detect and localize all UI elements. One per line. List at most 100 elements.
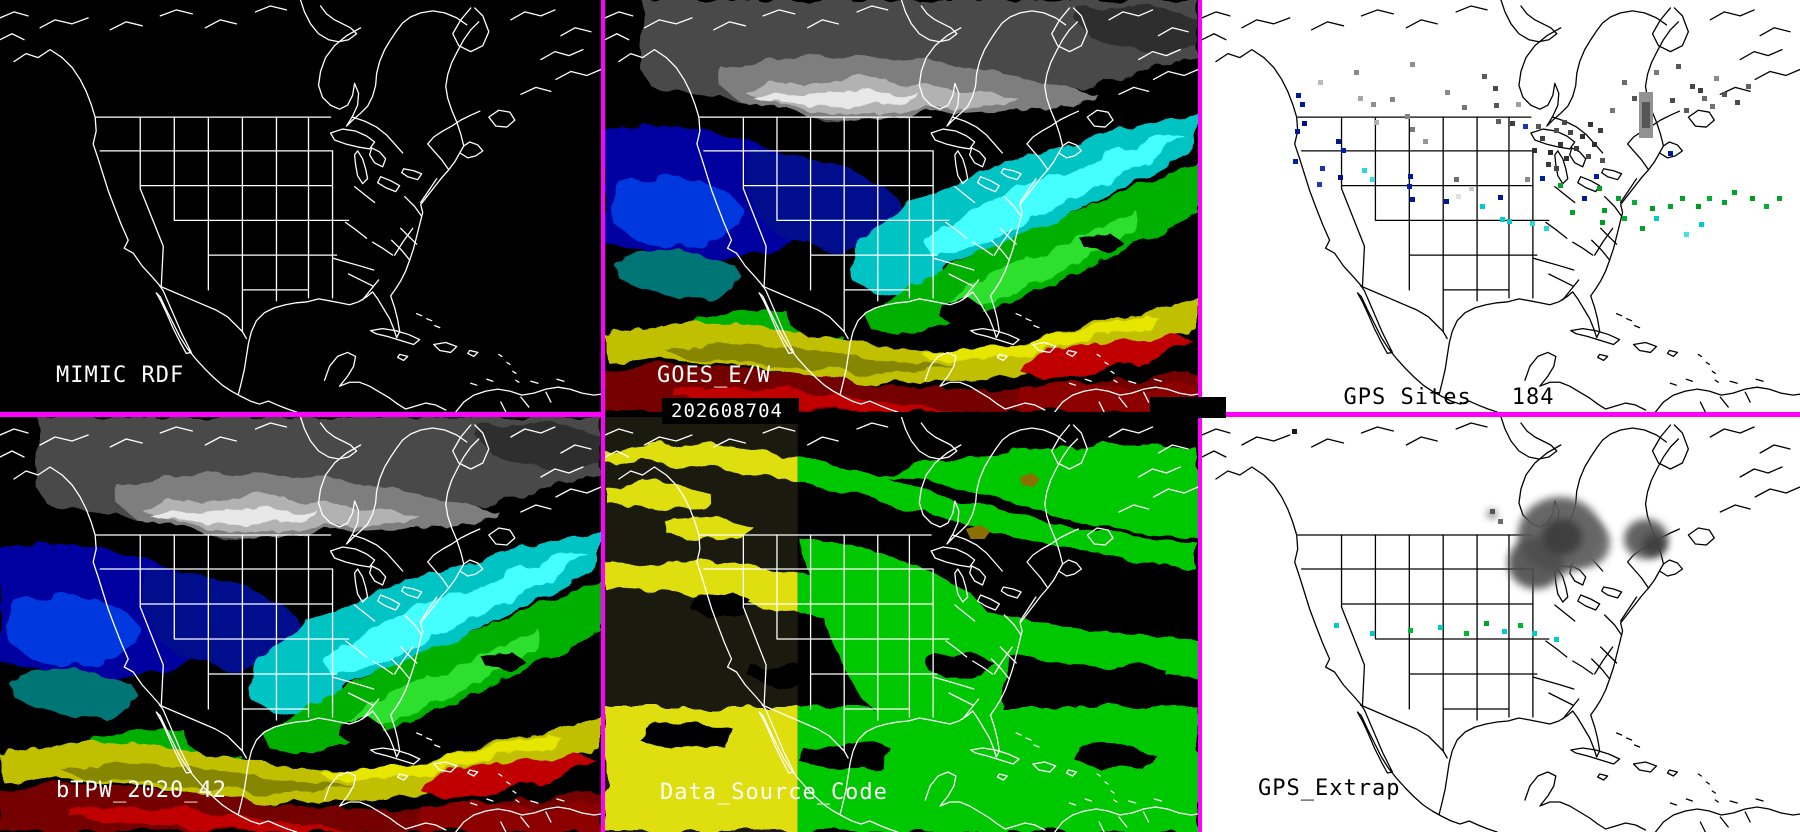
- panel-data-source-code: Data_Source_Code: [605, 417, 1198, 832]
- gps-site-dot: [1654, 216, 1659, 221]
- gps-site-dot: [1464, 631, 1469, 636]
- gps-site-dot: [1632, 200, 1637, 205]
- gps-site-dot: [1410, 127, 1415, 132]
- gps-site-dot: [1574, 146, 1579, 151]
- gps-site-dot: [1696, 204, 1701, 209]
- gps-site-dot: [1507, 219, 1512, 224]
- gps-site-dot: [1616, 196, 1621, 201]
- gps-site-dot: [1462, 105, 1467, 110]
- panel-label-gps-sites: GPS Sites 184: [1258, 362, 1554, 412]
- data-source-imagery: [605, 417, 1198, 832]
- gps-site-dot: [1735, 100, 1740, 105]
- gps-site-dot: [1600, 158, 1605, 163]
- panel-btpw: bTPW_2020_42: [0, 417, 601, 832]
- gps-site-dot: [1438, 625, 1443, 630]
- gps-site-dot: [1410, 197, 1415, 202]
- gps-site-dot: [1540, 176, 1545, 181]
- empty-label-bar: [1150, 397, 1226, 418]
- gps-site-dot: [1568, 130, 1573, 135]
- gps-site-dot: [1336, 139, 1341, 144]
- gps-site-dot: [1707, 196, 1712, 201]
- gps-site-dot: [1594, 174, 1599, 179]
- gps-extrap-dots: [1202, 417, 1800, 832]
- gps-site-dot: [1668, 151, 1673, 156]
- gps-site-dot: [1482, 74, 1487, 79]
- gps-site-dot: [1642, 102, 1650, 128]
- gps-site-dot: [1532, 148, 1537, 153]
- gps-site-dot: [1318, 80, 1323, 85]
- gps-site-dot: [1317, 182, 1322, 187]
- gps-site-dot: [1640, 226, 1645, 231]
- gps-site-dot: [1582, 196, 1587, 201]
- gps-site-dot: [1699, 222, 1704, 227]
- gps-site-dot: [1554, 637, 1559, 642]
- gps-site-dot: [1525, 177, 1530, 182]
- gps-site-dot: [1341, 148, 1346, 153]
- gps-site-dot: [1408, 628, 1413, 633]
- gps-site-dot: [1580, 134, 1585, 139]
- gps-site-dot: [1532, 631, 1537, 636]
- gps-site-dot: [1469, 186, 1474, 191]
- gps-site-dot: [1592, 142, 1597, 147]
- panel-label-goes-ew: GOES_E/W: [657, 363, 771, 388]
- gps-site-dot: [1502, 629, 1507, 634]
- panel-label-gps-extrap: GPS_Extrap: [1258, 776, 1401, 801]
- vertical-divider-left: [601, 0, 605, 832]
- panel-gps-extrap: GPS_Extrap: [1202, 417, 1800, 832]
- gps-site-dot: [1684, 108, 1689, 113]
- gps-site-dot: [1490, 509, 1495, 514]
- gps-site-dot: [1714, 76, 1719, 81]
- gps-site-dot: [1405, 114, 1410, 119]
- gps-site-dot: [1588, 122, 1593, 127]
- panel-label-data-source-code: Data_Source_Code: [660, 780, 888, 805]
- gps-site-dot: [1302, 121, 1307, 126]
- tpw-imagery: [0, 417, 601, 832]
- gps-site-dot: [1680, 196, 1685, 201]
- gps-site-dot: [1496, 119, 1501, 124]
- gps-site-dot: [1558, 183, 1563, 188]
- gps-site-dot: [1292, 429, 1297, 434]
- gps-site-dot: [1295, 129, 1300, 134]
- gps-site-dot: [1668, 204, 1673, 209]
- gps-site-dot: [1370, 177, 1375, 182]
- gps-site-dot: [1370, 631, 1375, 636]
- gps-site-dot: [1536, 124, 1541, 129]
- gps-site-dot: [1746, 84, 1751, 89]
- gps-site-dot: [1548, 150, 1553, 155]
- gps-site-dot: [1777, 196, 1782, 201]
- gps-site-dot: [1722, 200, 1727, 205]
- panel-goes-ew: GOES_E/W: [605, 0, 1198, 412]
- gps-site-dot: [1362, 168, 1367, 173]
- gps-site-dot: [1562, 120, 1567, 125]
- horizontal-divider-left: [0, 412, 601, 417]
- extrap-region-blob: [1487, 510, 1497, 518]
- gps-site-dot: [1516, 102, 1521, 107]
- gps-site-dot: [1670, 98, 1675, 103]
- gps-site-dot: [1570, 210, 1575, 215]
- gps-site-dot: [1334, 623, 1339, 628]
- gps-site-dot: [1558, 142, 1563, 147]
- gps-site-dot: [1544, 226, 1549, 231]
- gps-site-dot: [1654, 70, 1659, 75]
- gps-site-dot: [1423, 139, 1428, 144]
- gps-site-dot: [1632, 96, 1637, 101]
- gps-site-dot: [1597, 186, 1602, 191]
- panel-gps-sites: GPS Sites 184: [1202, 0, 1800, 412]
- extrap-region-blob: [1642, 534, 1666, 556]
- gps-sites-label: GPS Sites: [1343, 385, 1472, 410]
- timestamp-text: 202608704: [671, 400, 783, 422]
- gps-site-dot: [1764, 204, 1769, 209]
- gps-site-dot: [1586, 154, 1591, 159]
- gps-site-dot: [1610, 108, 1615, 113]
- gps-site-dot: [1444, 199, 1449, 204]
- gps-extrap-blobs: [1202, 417, 1800, 832]
- gps-site-dot: [1710, 104, 1715, 109]
- gps-site-dot: [1732, 190, 1737, 195]
- gps-site-dot: [1540, 136, 1545, 141]
- gps-sites-count: 184: [1511, 385, 1555, 410]
- tpw-imagery: [605, 0, 1198, 412]
- gps-site-dot: [1622, 216, 1627, 221]
- gps-site-dot: [1354, 70, 1359, 75]
- gps-site-dot: [1296, 93, 1301, 98]
